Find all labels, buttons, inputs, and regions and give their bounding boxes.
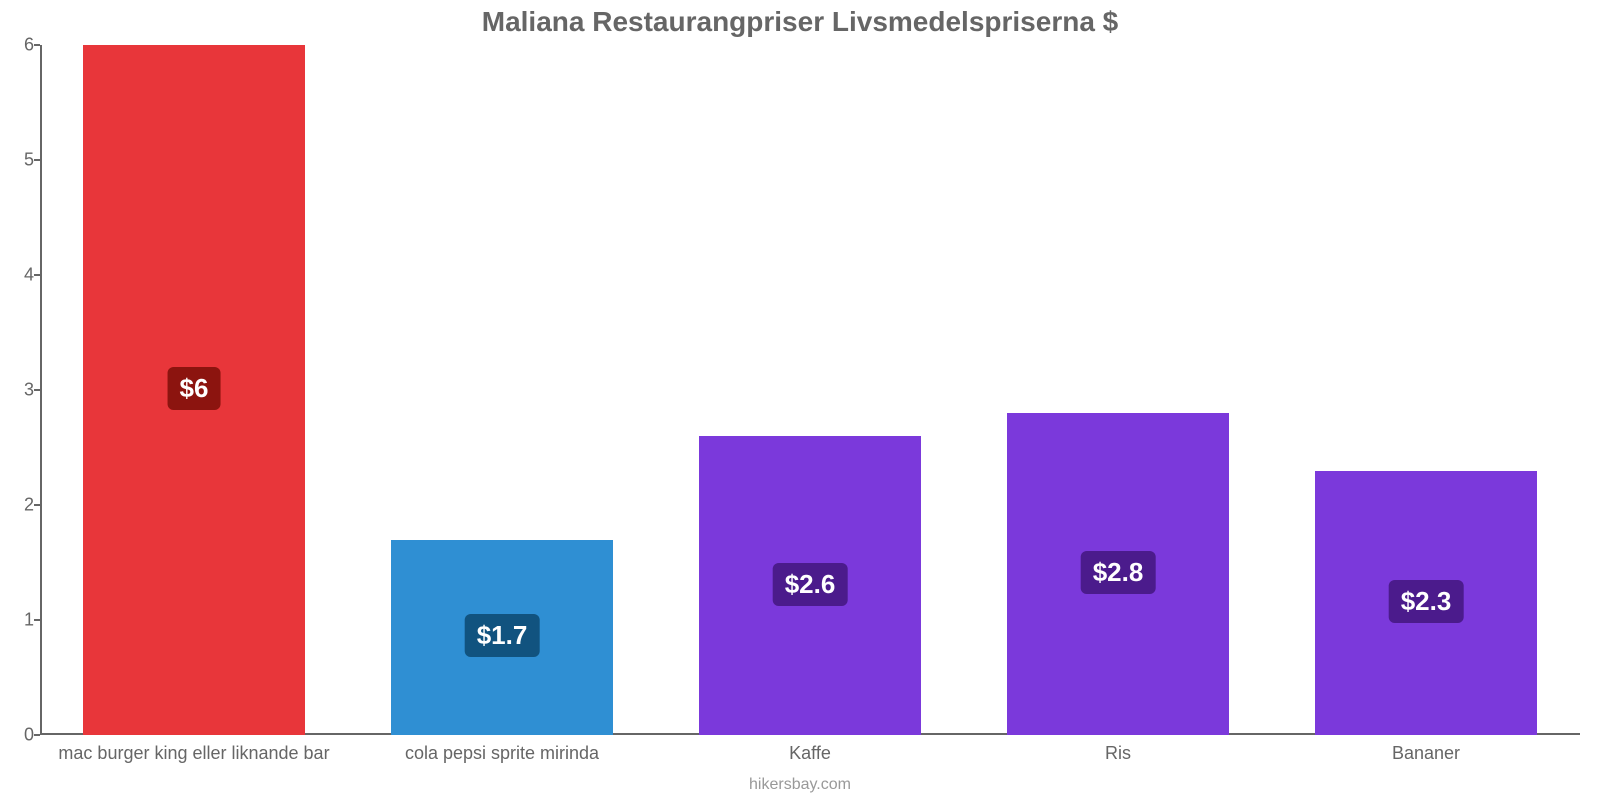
y-tick-mark: [34, 159, 40, 161]
bar-value-label: $2.3: [1389, 580, 1464, 623]
bar-value-label: $2.6: [773, 563, 848, 606]
category-label: Ris: [1105, 743, 1131, 764]
category-label: Kaffe: [789, 743, 831, 764]
y-tick-mark: [34, 274, 40, 276]
y-tick-mark: [34, 389, 40, 391]
category-label: mac burger king eller liknande bar: [58, 743, 329, 764]
bar-value-label: $1.7: [465, 614, 540, 657]
bar-slot: $2.3Bananer: [1272, 45, 1580, 735]
chart-container: Maliana Restaurangpriser Livsmedelsprise…: [0, 0, 1600, 800]
bar-slot: $2.6Kaffe: [656, 45, 964, 735]
plot-area: $6mac burger king eller liknande bar$1.7…: [40, 45, 1580, 735]
y-tick-label: 4: [10, 265, 34, 286]
y-tick-mark: [34, 504, 40, 506]
bar-value-label: $2.8: [1081, 551, 1156, 594]
y-tick-label: 2: [10, 495, 34, 516]
y-tick-label: 1: [10, 610, 34, 631]
bar-slot: $1.7cola pepsi sprite mirinda: [348, 45, 656, 735]
y-tick-mark: [34, 734, 40, 736]
bar-slot: $6mac burger king eller liknande bar: [40, 45, 348, 735]
y-tick-mark: [34, 44, 40, 46]
y-tick-label: 6: [10, 35, 34, 56]
y-tick-label: 3: [10, 380, 34, 401]
category-label: cola pepsi sprite mirinda: [405, 743, 599, 764]
bars-layer: $6mac burger king eller liknande bar$1.7…: [40, 45, 1580, 735]
y-tick-mark: [34, 619, 40, 621]
bar-value-label: $6: [168, 367, 221, 410]
y-tick-label: 5: [10, 150, 34, 171]
chart-title: Maliana Restaurangpriser Livsmedelsprise…: [0, 6, 1600, 38]
chart-footer: hikersbay.com: [0, 776, 1600, 794]
bar-slot: $2.8Ris: [964, 45, 1272, 735]
category-label: Bananer: [1392, 743, 1460, 764]
y-tick-label: 0: [10, 725, 34, 746]
